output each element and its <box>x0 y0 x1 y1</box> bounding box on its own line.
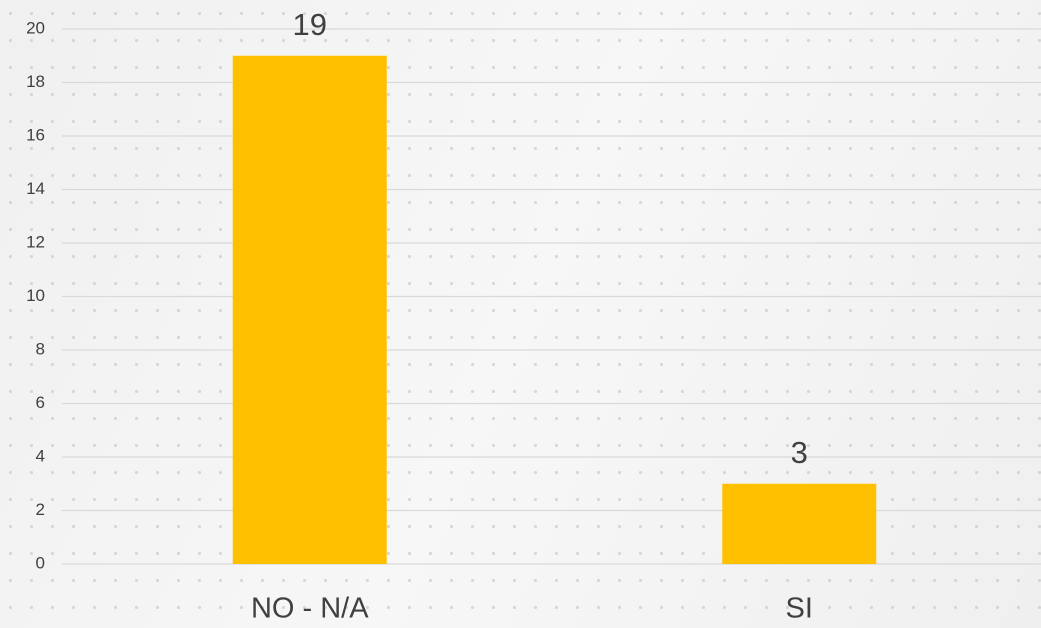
x-tick-label: NO - N/A <box>251 593 369 625</box>
x-tick-label: SI <box>786 593 813 625</box>
y-tick-label: 2 <box>36 500 45 519</box>
y-tick-label: 4 <box>36 446 45 465</box>
y-tick-label: 6 <box>36 393 45 412</box>
y-tick-label: 16 <box>26 125 45 144</box>
bar <box>232 55 387 564</box>
y-tick-label: 20 <box>26 18 45 37</box>
y-tick-label: 10 <box>26 286 45 305</box>
bar <box>722 483 877 564</box>
y-tick-label: 12 <box>26 232 45 251</box>
data-label: 3 <box>791 435 808 470</box>
y-tick-label: 14 <box>26 179 45 198</box>
y-tick-label: 0 <box>36 553 45 572</box>
y-tick-label: 18 <box>26 72 45 91</box>
data-label: 19 <box>293 7 327 42</box>
y-tick-label: 8 <box>36 339 45 358</box>
